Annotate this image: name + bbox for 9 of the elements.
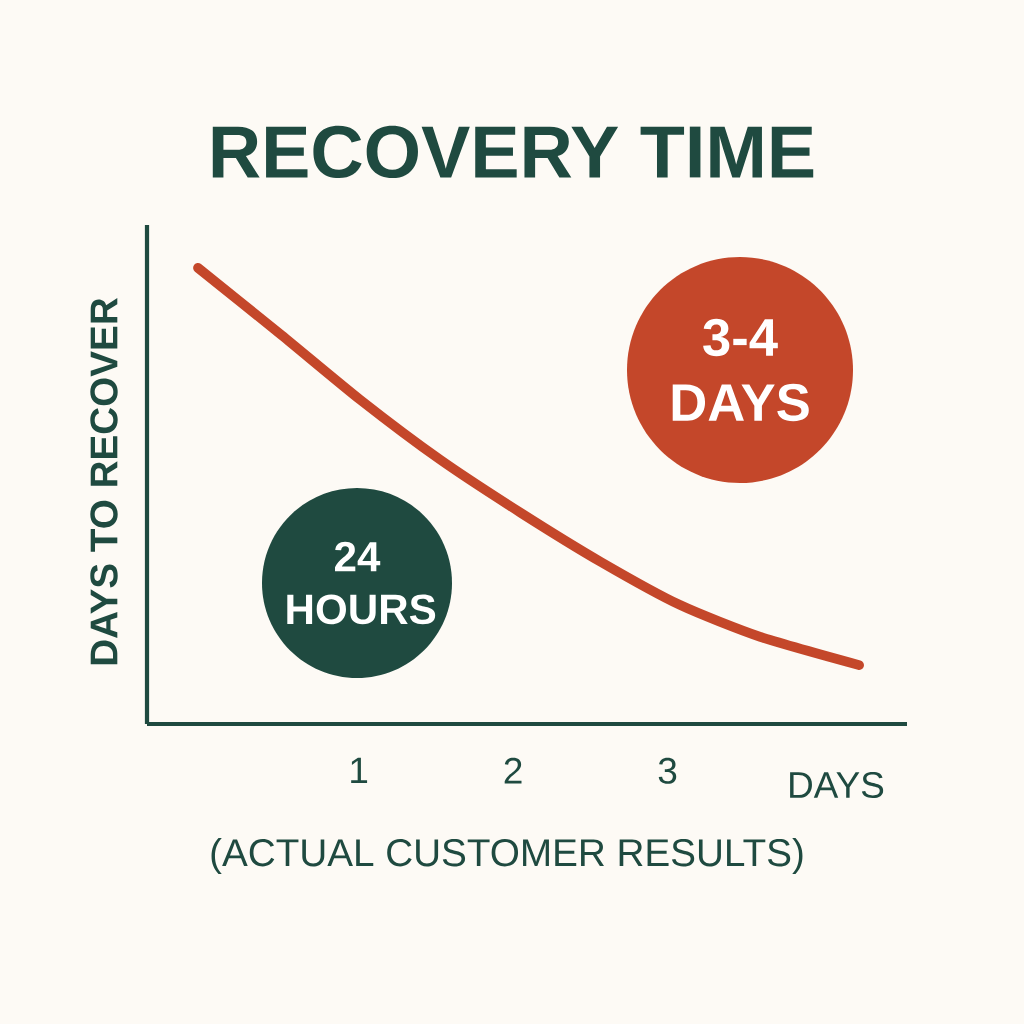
y-axis-title: DAYS TO RECOVER (90, 298, 118, 665)
x-tick-label: 3 (658, 757, 677, 784)
text: (ACTUAL CUSTOMER RESULTS) (211, 837, 803, 874)
x-axis-title: DAYS (790, 771, 884, 799)
annotation: 3-4 DAYS (672, 318, 809, 422)
annotation: 24 HOURS (287, 541, 436, 625)
x-tick-label: 2 (504, 757, 522, 784)
x-tick-label: 1 (351, 757, 368, 784)
chart-title: RECOVERY TIME (212, 125, 814, 179)
